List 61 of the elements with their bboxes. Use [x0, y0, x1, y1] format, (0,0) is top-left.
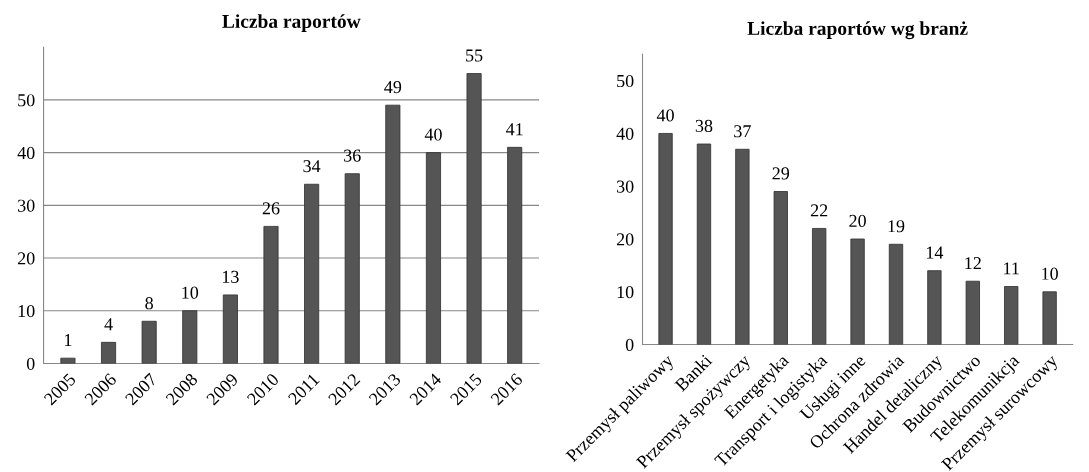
data-label: 12: [965, 257, 981, 270]
bar: [425, 152, 441, 364]
data-label: 10: [182, 286, 199, 299]
data-label: 22: [810, 204, 828, 217]
bar: [658, 133, 673, 345]
data-label: 38: [695, 119, 713, 132]
y-tick-label: 50: [617, 74, 634, 88]
data-label: 20: [849, 214, 866, 227]
x-tick-label: 2011: [287, 372, 320, 406]
y-tick-label: 30: [18, 199, 35, 212]
bar: [735, 148, 750, 345]
bar: [263, 225, 279, 364]
data-label: 19: [888, 220, 905, 233]
data-label: 8: [145, 297, 153, 310]
bar: [466, 73, 482, 364]
data-label: 1: [65, 334, 72, 346]
data-label: 41: [506, 123, 523, 136]
bar: [850, 238, 865, 345]
bar: [182, 310, 198, 364]
data-label: 34: [303, 160, 321, 173]
chart-title: Liczba raportów: [222, 14, 361, 32]
bar: [344, 173, 360, 364]
data-label: 49: [384, 81, 402, 94]
data-label: 13: [222, 270, 239, 283]
bar: [812, 228, 827, 345]
bar: [927, 270, 942, 345]
y-tick-label: 20: [616, 233, 634, 246]
y-tick-label: 10: [617, 286, 634, 299]
bar: [385, 104, 401, 364]
data-label: 40: [656, 109, 674, 122]
data-label: 4: [104, 318, 113, 331]
y-tick-label: 40: [616, 127, 634, 140]
bar: [101, 341, 117, 364]
bar: [888, 243, 904, 345]
data-label: 37: [734, 125, 751, 138]
data-label: 10: [1042, 267, 1058, 280]
data-label: 29: [772, 167, 790, 180]
data-label: 26: [262, 202, 280, 215]
bar: [1042, 291, 1057, 345]
y-tick-label: 0: [26, 357, 35, 370]
bar: [965, 280, 980, 345]
y-tick-label: 40: [17, 146, 35, 160]
data-label: 11: [1004, 262, 1019, 275]
bar: [773, 191, 788, 345]
bar: [222, 294, 238, 364]
data-label: 36: [344, 149, 361, 162]
bar: [696, 143, 712, 345]
y-tick-label: 10: [18, 304, 35, 318]
y-tick-label: 20: [17, 252, 35, 265]
bar: [60, 357, 76, 364]
data-label: 14: [926, 246, 944, 259]
y-tick-label: 30: [616, 180, 634, 193]
bar: [304, 183, 320, 364]
bar: [1004, 286, 1019, 345]
bar: [141, 320, 157, 364]
y-tick-label: 0: [625, 338, 634, 351]
chart-title: Liczba raportów wg branż: [747, 21, 968, 40]
data-label: 55: [466, 49, 483, 62]
data-label: 40: [424, 128, 442, 141]
bar: [507, 146, 523, 364]
y-tick-label: 50: [18, 94, 35, 107]
